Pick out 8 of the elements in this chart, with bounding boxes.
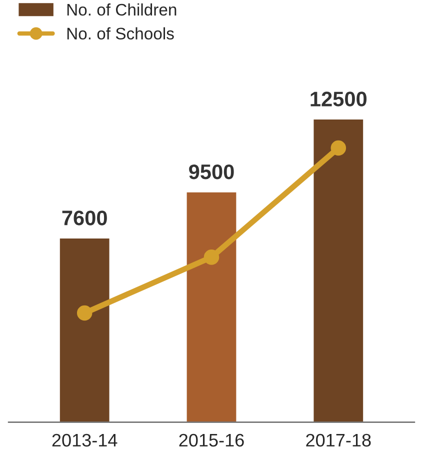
legend-label: No. of Schools <box>67 27 174 40</box>
legend-label: No. of Children <box>67 3 176 16</box>
data-label: 9500 <box>189 164 234 180</box>
data-label: 7600 <box>62 210 107 226</box>
x-tick-label: 2017-18 <box>306 434 371 447</box>
data-label: 12500 <box>310 92 367 106</box>
x-tick-label: 2015-16 <box>179 434 244 447</box>
x-tick-label: 2013-14 <box>52 434 118 447</box>
